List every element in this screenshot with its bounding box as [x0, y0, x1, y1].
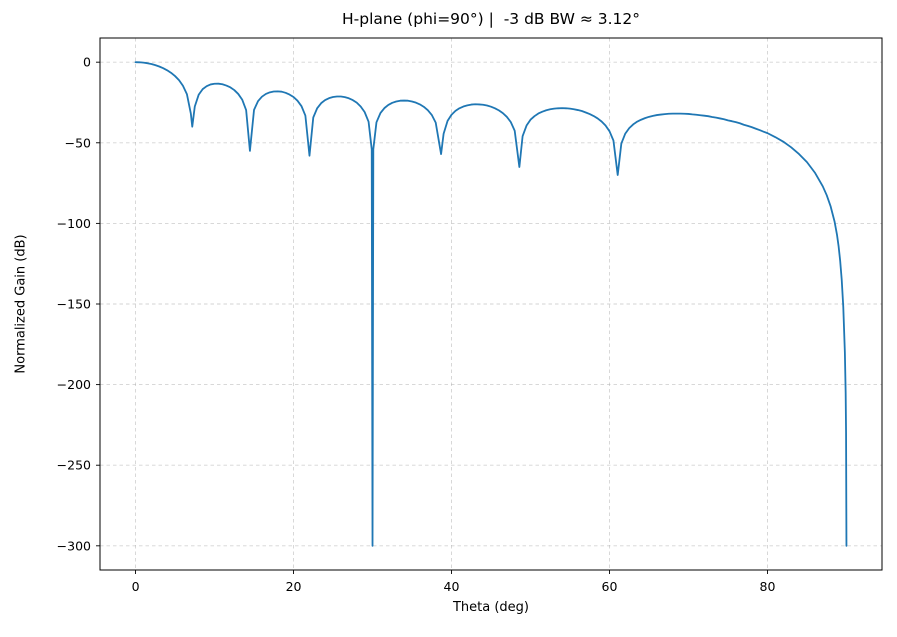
- x-tick-label: 80: [760, 579, 776, 594]
- x-tick-label: 40: [444, 579, 460, 594]
- y-tick-label: −300: [57, 538, 91, 553]
- y-tick-label: 0: [83, 55, 91, 70]
- x-tick-label: 60: [602, 579, 618, 594]
- y-tick-label: −250: [57, 458, 91, 473]
- y-tick-label: −100: [57, 216, 91, 231]
- gain-curve: [134, 61, 848, 547]
- x-tick-label: 20: [286, 579, 302, 594]
- y-tick-label: −200: [57, 377, 91, 392]
- chart-title: H-plane (phi=90°) | -3 dB BW ≈ 3.12°: [342, 10, 640, 28]
- x-tick-label: 0: [132, 579, 140, 594]
- y-tick-label: −150: [57, 297, 91, 312]
- x-axis-label: Theta (deg): [452, 600, 530, 615]
- axes-spines: [99, 37, 883, 571]
- y-tick-label: −50: [65, 135, 91, 150]
